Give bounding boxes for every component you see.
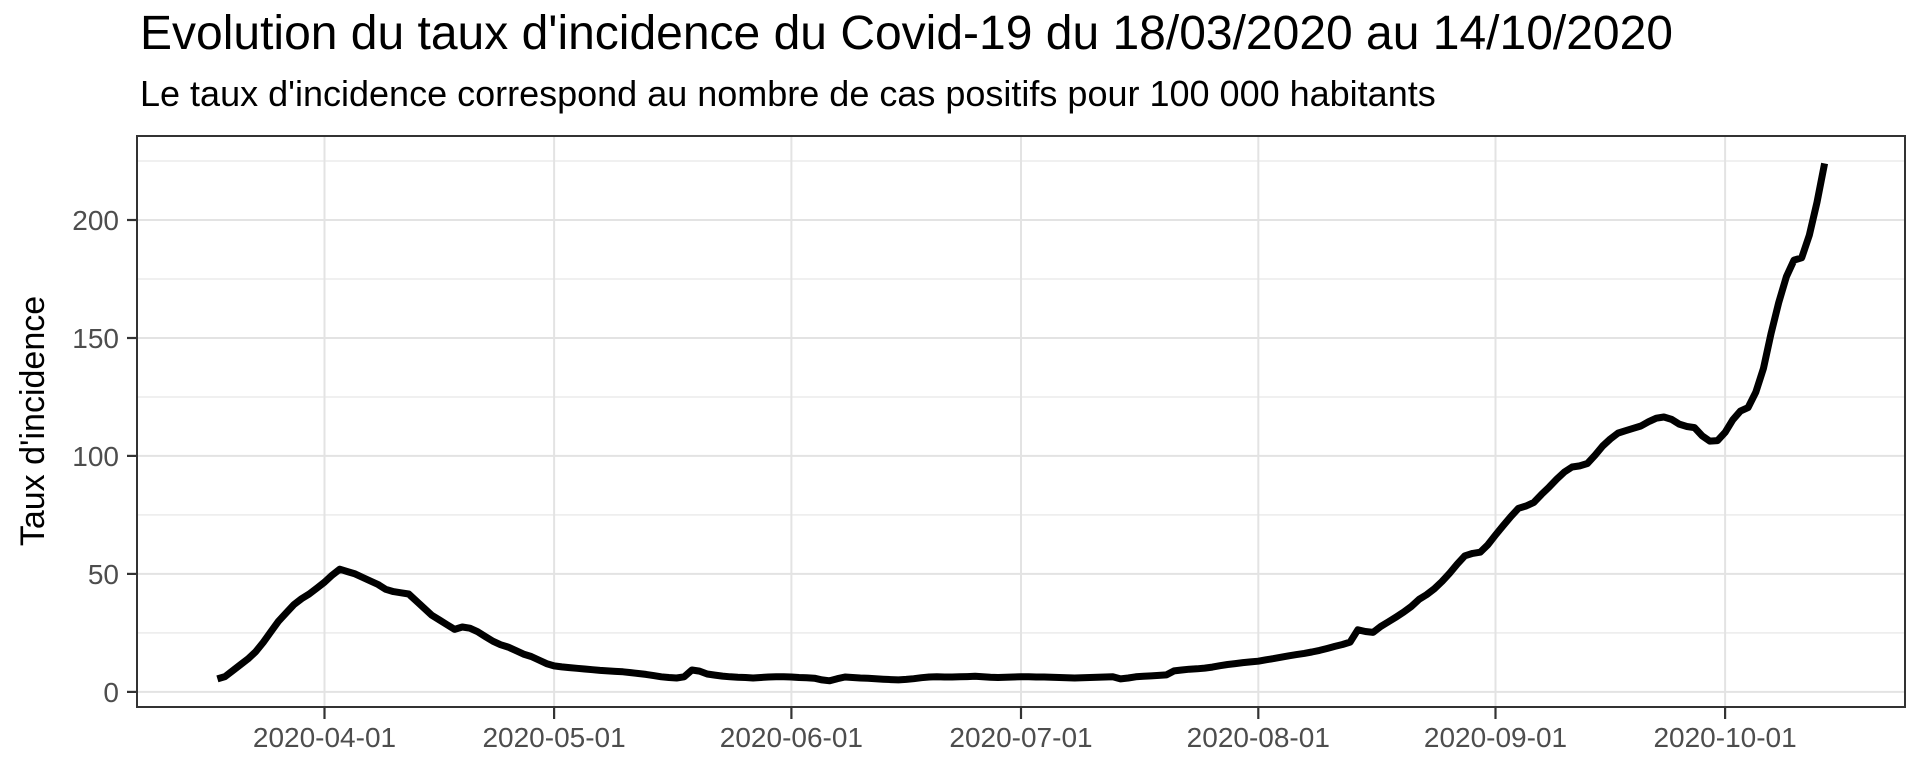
x-tick-label: 2020-07-01 bbox=[949, 722, 1092, 753]
x-tick-label: 2020-10-01 bbox=[1653, 722, 1796, 753]
y-tick-label: 150 bbox=[72, 323, 119, 354]
chart-subtitle: Le taux d'incidence correspond au nombre… bbox=[140, 73, 1436, 114]
chart-title: Evolution du taux d'incidence du Covid-1… bbox=[140, 7, 1673, 60]
series-lines bbox=[216, 162, 1829, 685]
major-gridlines bbox=[137, 136, 1905, 707]
x-tick-label: 2020-04-01 bbox=[253, 722, 396, 753]
y-tick-label: 100 bbox=[72, 441, 119, 472]
x-tick-label: 2020-08-01 bbox=[1187, 722, 1330, 753]
y-tick-label: 200 bbox=[72, 205, 119, 236]
incidence-line bbox=[216, 162, 1829, 685]
y-axis-tick-labels: 0 50 100 150 200 bbox=[72, 205, 119, 708]
x-tick-label: 2020-05-01 bbox=[482, 722, 625, 753]
x-tick-label: 2020-09-01 bbox=[1424, 722, 1567, 753]
x-tick-label: 2020-06-01 bbox=[720, 722, 863, 753]
y-tick-label: 50 bbox=[88, 559, 119, 590]
y-tick-label: 0 bbox=[103, 677, 119, 708]
axis-tick-marks bbox=[127, 218, 1727, 719]
x-axis-tick-labels: 2020-04-01 2020-05-01 2020-06-01 2020-07-01… bbox=[253, 722, 1797, 753]
